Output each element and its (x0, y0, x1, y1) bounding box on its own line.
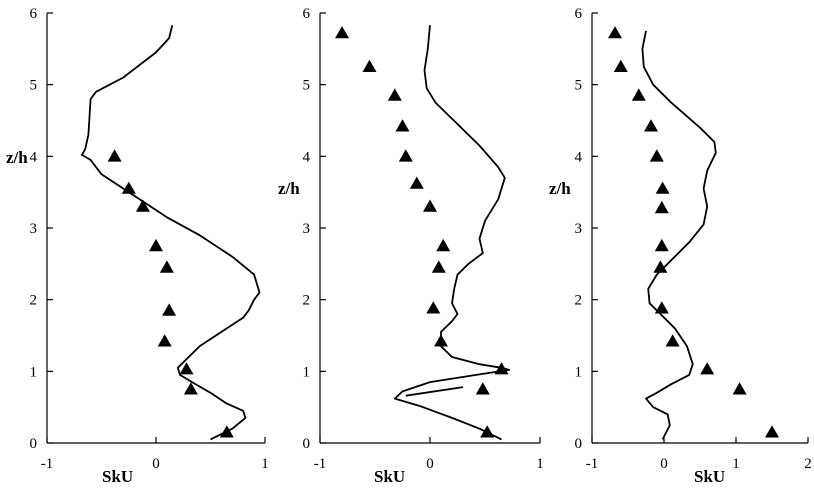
series-line (405, 386, 464, 397)
triangle-point (494, 362, 509, 375)
y-tick-label: 5 (303, 78, 311, 94)
triangle-point (475, 382, 490, 395)
triangle-point (362, 59, 377, 72)
x-tick-label: 1 (536, 456, 544, 472)
triangle-point (431, 260, 446, 273)
triangle-point (649, 149, 664, 162)
y-tick-label: 2 (303, 293, 311, 309)
y-axis-title: z/h (278, 179, 300, 198)
x-tick-label: -1 (586, 456, 599, 472)
triangle-point (665, 334, 680, 347)
triangle-point (426, 301, 441, 314)
y-tick-label: 3 (303, 221, 311, 237)
triangle-point (183, 382, 198, 395)
series-line (81, 24, 261, 441)
triangle-point (162, 303, 177, 316)
x-tick-label: 0 (426, 456, 434, 472)
triangle-point (608, 26, 622, 39)
x-axis-title: SkU (694, 467, 725, 486)
triangle-point (480, 425, 495, 438)
y-tick-label: 2 (575, 293, 583, 309)
x-tick-label: -1 (41, 456, 54, 472)
triangle-point (335, 26, 349, 39)
triangle-point (179, 362, 194, 375)
triangle-point (655, 181, 670, 194)
y-tick-label: 4 (30, 149, 38, 165)
triangle-point (654, 238, 669, 252)
y-tick-label: 4 (303, 149, 311, 165)
x-axis-title: SkU (102, 467, 133, 486)
triangle-point (700, 362, 715, 375)
y-tick-label: 6 (30, 6, 38, 22)
x-tick-label: 0 (152, 456, 160, 472)
triangle-point (732, 382, 747, 395)
triangle-point (149, 238, 163, 252)
y-tick-label: 0 (575, 436, 583, 452)
y-tick-label: 1 (303, 364, 311, 380)
y-tick-label: 3 (575, 221, 583, 237)
y-tick-label: 2 (30, 293, 38, 309)
y-axis-title: z/h (6, 148, 28, 167)
triangle-point (107, 149, 122, 162)
triangle-point (434, 334, 448, 347)
triangle-point (219, 425, 234, 438)
y-tick-label: 5 (30, 78, 38, 94)
y-tick-label: 5 (575, 78, 583, 94)
triangle-point (395, 119, 410, 132)
triangle-point (654, 301, 669, 314)
triangle-point (121, 181, 136, 194)
triangle-point (398, 149, 413, 162)
x-tick-label: 1 (261, 456, 269, 472)
y-tick-label: 3 (30, 221, 38, 237)
triangle-point (654, 200, 669, 214)
y-tick-label: 1 (30, 364, 38, 380)
y-tick-label: 6 (303, 6, 311, 22)
x-tick-label: 0 (660, 456, 668, 472)
y-tick-label: 1 (575, 364, 583, 380)
y-tick-label: 6 (575, 6, 583, 22)
series-line (641, 30, 717, 440)
y-axis-title: z/h (549, 179, 571, 198)
x-tick-label: 2 (804, 456, 812, 472)
triangle-point (159, 260, 174, 273)
x-axis-title: SkU (374, 467, 405, 486)
y-tick-label: 0 (303, 436, 311, 452)
triangle-point (613, 59, 628, 72)
triangle-point (387, 88, 402, 101)
triangle-point (157, 334, 172, 347)
y-tick-label: 0 (30, 436, 38, 452)
x-tick-label: 1 (732, 456, 740, 472)
triangle-point (653, 260, 668, 273)
series-line (393, 25, 511, 441)
y-tick-label: 4 (575, 149, 583, 165)
triangle-point (135, 199, 150, 212)
triangle-point (644, 119, 658, 132)
triangle-point (423, 199, 437, 212)
x-tick-label: -1 (314, 456, 327, 472)
triangle-point (765, 425, 779, 438)
triangle-point (409, 176, 424, 189)
triangle-point (631, 88, 646, 101)
triangle-point (436, 238, 451, 252)
